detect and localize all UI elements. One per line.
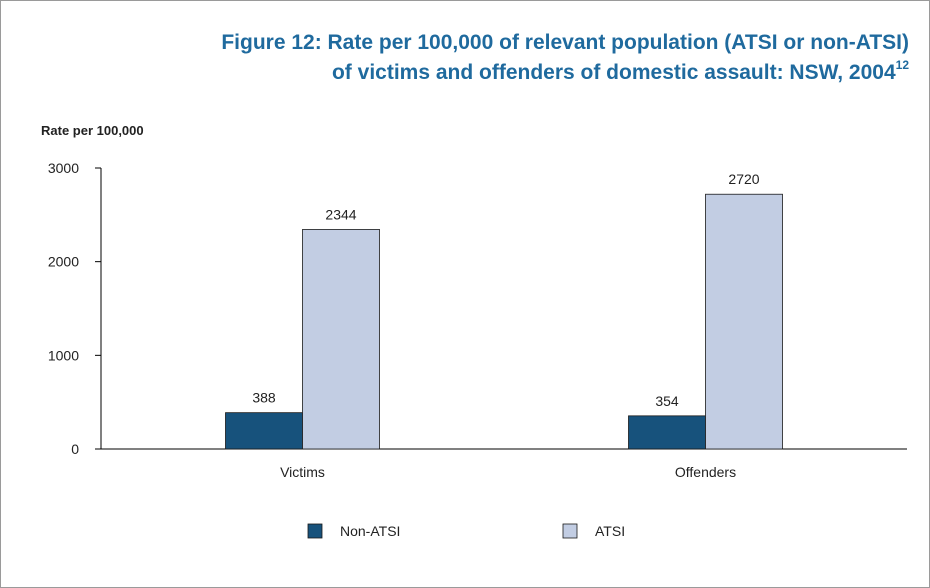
bar <box>225 412 303 450</box>
bar <box>628 415 706 450</box>
x-tick-label: Offenders <box>675 464 736 480</box>
legend: Non-ATSI ATSI <box>307 523 625 539</box>
y-tick-label: 2000 <box>48 254 79 270</box>
chart-title: Figure 12: Rate per 100,000 of relevant … <box>29 31 909 85</box>
legend-label: ATSI <box>595 523 625 539</box>
data-label: 354 <box>655 393 679 409</box>
chart-title-line2-text: of victims and offenders of domestic ass… <box>331 61 896 84</box>
chart-title-line1: Figure 12: Rate per 100,000 of relevant … <box>221 31 909 54</box>
data-label: 2720 <box>728 171 759 187</box>
bar <box>705 193 783 450</box>
legend-swatch <box>562 523 578 539</box>
y-tick-label: 0 <box>71 441 79 457</box>
data-labels: 388 2344 354 2720 <box>252 171 759 409</box>
y-tick-label: 3000 <box>48 160 79 176</box>
bars <box>225 193 783 450</box>
y-tick-label: 1000 <box>48 347 79 363</box>
x-tick-label: Victims <box>280 464 325 480</box>
legend-swatch <box>307 523 323 539</box>
data-label: 388 <box>252 390 276 406</box>
y-axis-label: Rate per 100,000 <box>41 123 144 138</box>
chart-title-line2: of victims and offenders of domestic ass… <box>29 55 909 85</box>
legend-label: Non-ATSI <box>340 523 400 539</box>
data-label: 2344 <box>325 206 356 222</box>
bar <box>302 229 380 450</box>
footnote-ref: 12 <box>895 58 909 72</box>
